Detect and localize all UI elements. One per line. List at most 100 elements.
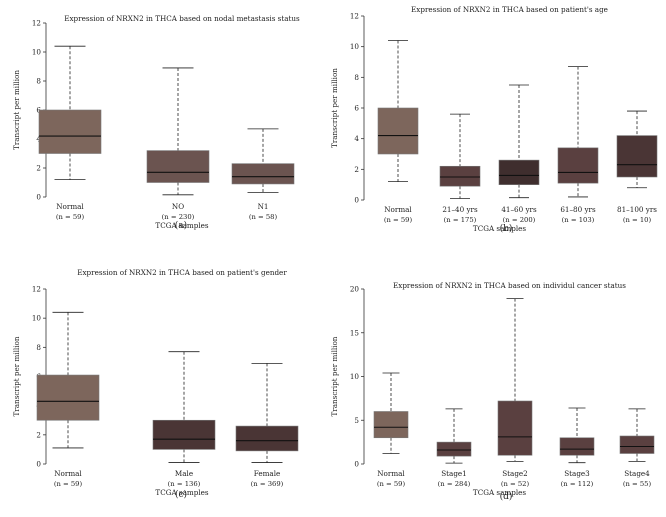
- y-tick-label: 0: [354, 460, 359, 469]
- y-tick-label: 10: [32, 314, 42, 323]
- sample-size-label: (n = 200): [503, 216, 536, 224]
- y-tick-label: 10: [32, 48, 42, 57]
- iqr-box: [152, 419, 216, 450]
- box-n1: [231, 128, 295, 194]
- iqr-box: [36, 374, 100, 421]
- x-tick-label: Normal: [384, 205, 412, 214]
- iqr-box: [498, 159, 540, 185]
- y-tick-label: 2: [354, 165, 359, 174]
- sample-size-label: (n = 59): [56, 213, 85, 221]
- box-41-60-yrs: [498, 84, 540, 199]
- y-tick-label: 4: [354, 134, 359, 143]
- sample-size-label: (n = 52): [501, 480, 530, 488]
- y-tick-label: 12: [350, 12, 359, 21]
- x-tick-label: 61–80 yrs: [560, 205, 596, 214]
- iqr-box: [436, 441, 472, 457]
- panel-label: (d): [500, 491, 513, 502]
- x-tick-label: 41–60 yrs: [501, 205, 537, 214]
- chart-panel-1: Expression of NRXN2 in THCA based on nod…: [12, 14, 300, 231]
- y-axis-label: Transcript per million: [330, 68, 339, 148]
- sample-size-label: (n = 59): [377, 480, 406, 488]
- y-tick-label: 8: [36, 343, 41, 352]
- iqr-box: [557, 147, 599, 184]
- chart-title: Expression of NRXN2 in THCA based on ind…: [393, 281, 626, 290]
- x-tick-label: Stage2: [502, 469, 528, 478]
- box-21-40-yrs: [439, 113, 481, 199]
- x-tick-label: NO: [172, 202, 184, 211]
- sample-size-label: (n = 175): [444, 216, 477, 224]
- x-tick-label: Female: [254, 469, 281, 478]
- sample-size-label: (n = 58): [249, 213, 278, 221]
- x-tick-label: N1: [258, 202, 269, 211]
- chart-panel-3: Expression of NRXN2 in THCA based on pat…: [12, 268, 299, 500]
- y-tick-label: 12: [32, 19, 41, 28]
- box-normal: [38, 45, 102, 181]
- box-normal: [373, 372, 409, 454]
- iqr-box: [38, 109, 102, 154]
- x-tick-label: Stage1: [441, 469, 467, 478]
- y-tick-label: 6: [354, 104, 359, 113]
- y-axis-label: Transcript per million: [12, 70, 21, 150]
- sample-size-label: (n = 369): [251, 480, 284, 488]
- sample-size-label: (n = 59): [54, 480, 83, 488]
- x-tick-label: 81–100 yrs: [617, 205, 657, 214]
- sample-size-label: (n = 55): [623, 480, 652, 488]
- y-tick-label: 10: [350, 42, 360, 51]
- chart-title: Expression of NRXN2 in THCA based on nod…: [64, 14, 300, 23]
- y-tick-label: 5: [354, 416, 359, 425]
- x-tick-label: Normal: [56, 202, 84, 211]
- y-tick-label: 15: [350, 328, 360, 337]
- box-normal: [36, 311, 100, 449]
- box-female: [235, 362, 299, 463]
- y-tick-label: 0: [36, 460, 41, 469]
- sample-size-label: (n = 230): [162, 213, 195, 221]
- box-stage1: [436, 408, 472, 464]
- iqr-box: [377, 107, 419, 155]
- box-61-80-yrs: [557, 66, 599, 198]
- iqr-box: [146, 150, 210, 183]
- sample-size-label: (n = 112): [561, 480, 594, 488]
- panel-label: (b): [500, 223, 513, 234]
- box-stage4: [619, 408, 655, 462]
- x-axis-label: TCGA samples: [473, 224, 526, 233]
- iqr-box: [497, 400, 533, 456]
- y-tick-label: 2: [36, 430, 41, 439]
- box-no: [146, 67, 210, 196]
- y-tick-label: 0: [36, 193, 41, 202]
- iqr-box: [235, 425, 299, 452]
- y-tick-label: 8: [36, 77, 41, 86]
- y-tick-label: 0: [354, 196, 359, 205]
- sample-size-label: (n = 136): [168, 480, 201, 488]
- y-tick-label: 20: [350, 285, 360, 294]
- x-tick-label: Stage4: [624, 469, 650, 478]
- sample-size-label: (n = 103): [562, 216, 595, 224]
- sample-size-label: (n = 59): [384, 216, 413, 224]
- box-81-100-yrs: [616, 110, 658, 189]
- y-axis-label: Transcript per million: [330, 336, 339, 416]
- sample-size-label: (n = 10): [623, 216, 652, 224]
- chart-title: Expression of NRXN2 in THCA based on pat…: [411, 5, 608, 14]
- x-tick-label: 21–40 yrs: [442, 205, 478, 214]
- x-tick-label: Male: [175, 469, 193, 478]
- x-tick-label: Stage3: [564, 469, 590, 478]
- box-normal: [377, 40, 419, 183]
- iqr-box: [373, 411, 409, 439]
- y-tick-label: 10: [350, 372, 360, 381]
- iqr-box: [616, 135, 658, 178]
- y-tick-label: 12: [32, 285, 41, 294]
- panel-label: (a): [175, 220, 187, 231]
- y-tick-label: 2: [36, 164, 41, 173]
- x-tick-label: Normal: [54, 469, 82, 478]
- y-axis-label: Transcript per million: [12, 336, 21, 416]
- y-tick-label: 8: [354, 73, 359, 82]
- iqr-box: [559, 437, 595, 456]
- sample-size-label: (n = 284): [438, 480, 471, 488]
- box-male: [152, 351, 216, 463]
- box-stage2: [497, 298, 533, 462]
- x-axis-label: TCGA samples: [155, 221, 208, 230]
- iqr-box: [439, 165, 481, 187]
- x-axis-label: TCGA samples: [473, 488, 526, 497]
- chart-panel-4: Expression of NRXN2 in THCA based on ind…: [330, 281, 655, 502]
- iqr-box: [231, 163, 295, 185]
